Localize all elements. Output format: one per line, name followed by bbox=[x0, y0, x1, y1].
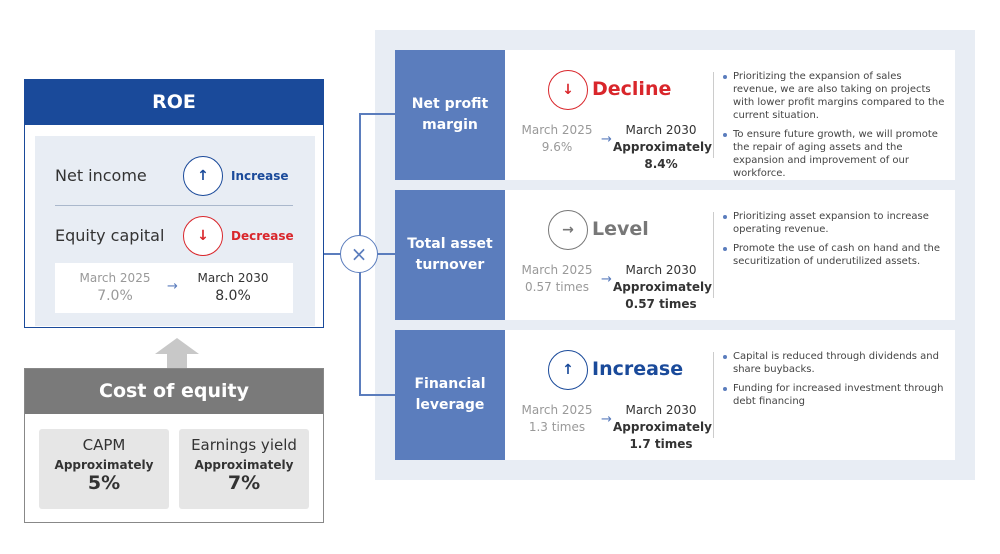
roe-to-value: 8.0% bbox=[215, 288, 251, 304]
to-value: 1.7 times bbox=[629, 437, 693, 451]
from-value: 0.57 times bbox=[525, 280, 589, 294]
driver-name-line2: turnover bbox=[415, 257, 485, 273]
from-value: 1.3 times bbox=[528, 420, 586, 434]
equity-capital-direction: Decrease bbox=[231, 229, 294, 243]
arrow-right-icon: → bbox=[601, 412, 612, 427]
to-approx: Approximately bbox=[613, 280, 712, 294]
arrow-up-icon: ↑ bbox=[183, 156, 223, 196]
connector-line bbox=[359, 113, 395, 115]
from-values: March 2025 1.3 times bbox=[515, 402, 599, 436]
direction-arrow-icon: ↓ bbox=[548, 70, 588, 110]
divider bbox=[713, 212, 714, 298]
arrow-right-icon: → bbox=[167, 279, 178, 294]
note-item: To ensure future growth, we will promote… bbox=[721, 128, 946, 180]
note-item: Prioritizing asset expansion to increase… bbox=[721, 210, 946, 236]
connector-line bbox=[359, 394, 395, 396]
net-income-label: Net income bbox=[55, 166, 147, 185]
divider bbox=[713, 352, 714, 438]
roe-box: ROE Net income ↑ Increase Equity capital… bbox=[24, 79, 324, 328]
from-values: March 2025 9.6% bbox=[515, 122, 599, 156]
net-income-direction: Increase bbox=[231, 169, 289, 183]
earnings-yield-label: Earnings yield bbox=[191, 436, 297, 454]
driver-name-line2: leverage bbox=[415, 397, 485, 413]
roe-from-value: 7.0% bbox=[97, 288, 133, 304]
roe-factors-panel: Net income ↑ Increase Equity capital ↓ D… bbox=[35, 136, 315, 326]
to-values: March 2030 Approximately 1.7 times bbox=[613, 402, 712, 453]
capm-value: 5% bbox=[87, 472, 121, 494]
from-label: March 2025 bbox=[521, 403, 593, 417]
driver-row: Total asset turnover → Level March 2025 0.… bbox=[395, 190, 955, 320]
to-label: March 2030 bbox=[625, 403, 697, 417]
multiply-icon: × bbox=[340, 235, 378, 273]
direction-arrow-icon: ↑ bbox=[548, 350, 588, 390]
direction-label: Decline bbox=[592, 78, 672, 100]
note-item: Funding for increased investment through… bbox=[721, 382, 946, 408]
note-item: Prioritizing the expansion of sales reve… bbox=[721, 70, 946, 122]
up-arrow-connector-icon bbox=[155, 338, 199, 370]
driver-row: Net profit margin ↓ Decline March 2025 9.6… bbox=[395, 50, 955, 180]
earnings-yield-approx: Approximately bbox=[194, 458, 294, 472]
roe-values: March 2025 7.0% → March 2030 8.0% bbox=[55, 263, 293, 313]
driver-name-line2: margin bbox=[422, 117, 478, 133]
driver-name: Net profit margin bbox=[395, 50, 505, 180]
to-approx: Approximately bbox=[613, 140, 712, 154]
to-values: March 2030 Approximately 8.4% bbox=[613, 122, 712, 173]
from-value: 9.6% bbox=[541, 140, 573, 154]
equity-capital-label: Equity capital bbox=[55, 226, 165, 245]
roe-to-label: March 2030 bbox=[197, 271, 269, 285]
to-approx: Approximately bbox=[613, 420, 712, 434]
capm-label: CAPM bbox=[82, 436, 126, 454]
capm-approx: Approximately bbox=[54, 458, 154, 472]
to-values: March 2030 Approximately 0.57 times bbox=[613, 262, 712, 313]
cost-of-equity-box: Cost of equity CAPM Approximately 5% Ear… bbox=[24, 368, 324, 523]
divider bbox=[713, 72, 714, 158]
from-values: March 2025 0.57 times bbox=[515, 262, 599, 296]
to-label: March 2030 bbox=[625, 263, 697, 277]
driver-name: Total asset turnover bbox=[395, 190, 505, 320]
notes-list: Capital is reduced through dividends and… bbox=[721, 350, 946, 414]
arrow-down-icon: ↓ bbox=[183, 216, 223, 256]
to-value: 0.57 times bbox=[625, 297, 697, 311]
note-item: Capital is reduced through dividends and… bbox=[721, 350, 946, 376]
roe-from-label: March 2025 bbox=[79, 271, 151, 285]
capm-box: CAPM Approximately 5% bbox=[39, 429, 169, 509]
driver-name: Financial leverage bbox=[395, 330, 505, 460]
driver-name-line1: Financial bbox=[414, 376, 486, 392]
arrow-right-icon: → bbox=[601, 132, 612, 147]
direction-label: Level bbox=[592, 218, 649, 240]
note-item: Promote the use of cash on hand and the … bbox=[721, 242, 946, 268]
earnings-yield-value: 7% bbox=[227, 472, 261, 494]
to-label: March 2030 bbox=[625, 123, 697, 137]
notes-list: Prioritizing the expansion of sales reve… bbox=[721, 70, 946, 186]
driver-name-line1: Net profit bbox=[411, 96, 489, 112]
to-value: 8.4% bbox=[644, 157, 678, 171]
notes-list: Prioritizing asset expansion to increase… bbox=[721, 210, 946, 274]
direction-label: Increase bbox=[592, 358, 684, 380]
earnings-yield-box: Earnings yield Approximately 7% bbox=[179, 429, 309, 509]
from-label: March 2025 bbox=[521, 123, 593, 137]
driver-row: Financial leverage ↑ Increase March 2025 1… bbox=[395, 330, 955, 460]
driver-name-line1: Total asset bbox=[407, 236, 493, 252]
from-label: March 2025 bbox=[521, 263, 593, 277]
divider bbox=[55, 205, 293, 206]
arrow-right-icon: → bbox=[601, 272, 612, 287]
direction-arrow-icon: → bbox=[548, 210, 588, 250]
cost-of-equity-title: Cost of equity bbox=[25, 369, 323, 414]
roe-title: ROE bbox=[25, 80, 323, 125]
